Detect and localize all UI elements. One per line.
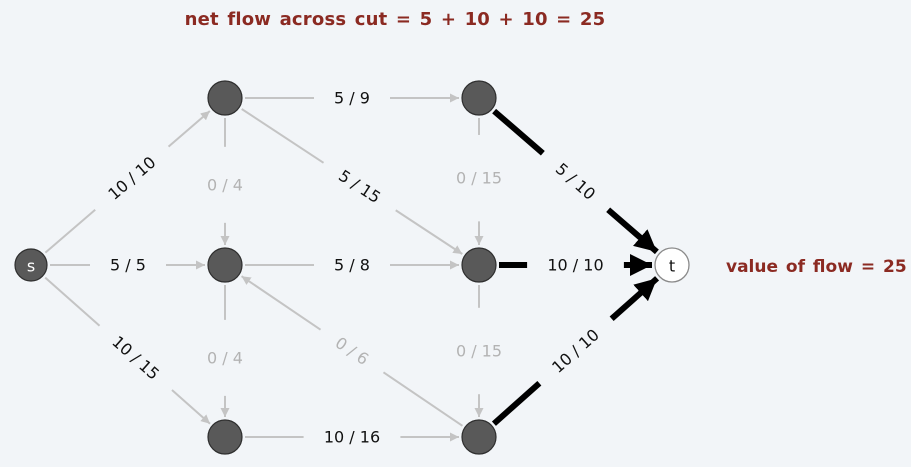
node-f	[461, 419, 497, 455]
edge-label-a-e: 5 / 15	[335, 166, 384, 207]
edge-f-t-segment	[491, 380, 542, 426]
edge-s-c-arrow	[171, 389, 211, 425]
edge-label-c-f: 10 / 16	[324, 428, 380, 447]
edge-layer	[44, 93, 660, 442]
edge-label-s-b: 5 / 5	[110, 256, 146, 275]
edge-d-t-segment	[492, 108, 545, 156]
node-e	[461, 247, 497, 283]
edge-label-a-b: 0 / 4	[207, 175, 243, 194]
edge-s-a-segment	[44, 208, 96, 254]
edge-label-b-c: 0 / 4	[207, 348, 243, 367]
node-t	[654, 247, 690, 283]
edge-label-d-t: 5 / 10	[552, 159, 599, 204]
node-c	[207, 419, 243, 455]
net-flow-caption: net flow across cut = 5 + 10 + 10 = 25	[184, 9, 606, 30]
node-b	[207, 247, 243, 283]
edge-a-e-arrow	[395, 209, 463, 255]
edge-label-f-t: 10 / 10	[548, 325, 603, 377]
edge-s-c-segment	[44, 276, 101, 327]
edge-label-b-e: 5 / 8	[334, 256, 370, 275]
edge-label-s-c: 10 / 15	[108, 332, 163, 384]
edge-d-t-arrow	[606, 207, 659, 255]
edge-label-e-t: 10 / 10	[547, 256, 603, 275]
edge-s-a-arrow	[167, 110, 211, 148]
edge-label-e-f: 0 / 15	[456, 342, 502, 361]
edge-label-f-b: 0 / 6	[332, 333, 372, 369]
node-s	[14, 248, 48, 282]
edge-label-d-e: 0 / 15	[456, 169, 502, 188]
node-label-s: s	[27, 257, 35, 276]
edge-f-b-segment	[382, 371, 464, 427]
edge-f-t-arrow	[609, 276, 660, 322]
edge-label-s-a: 10 / 10	[104, 153, 159, 204]
flow-value-caption: value of flow = 25	[726, 257, 907, 277]
edge-f-b-arrow	[240, 275, 322, 331]
node-a	[207, 80, 243, 116]
node-label-t: t	[669, 257, 675, 276]
edge-label-a-d: 5 / 9	[334, 89, 370, 108]
edge-a-e-segment	[241, 108, 325, 164]
node-d	[461, 80, 497, 116]
